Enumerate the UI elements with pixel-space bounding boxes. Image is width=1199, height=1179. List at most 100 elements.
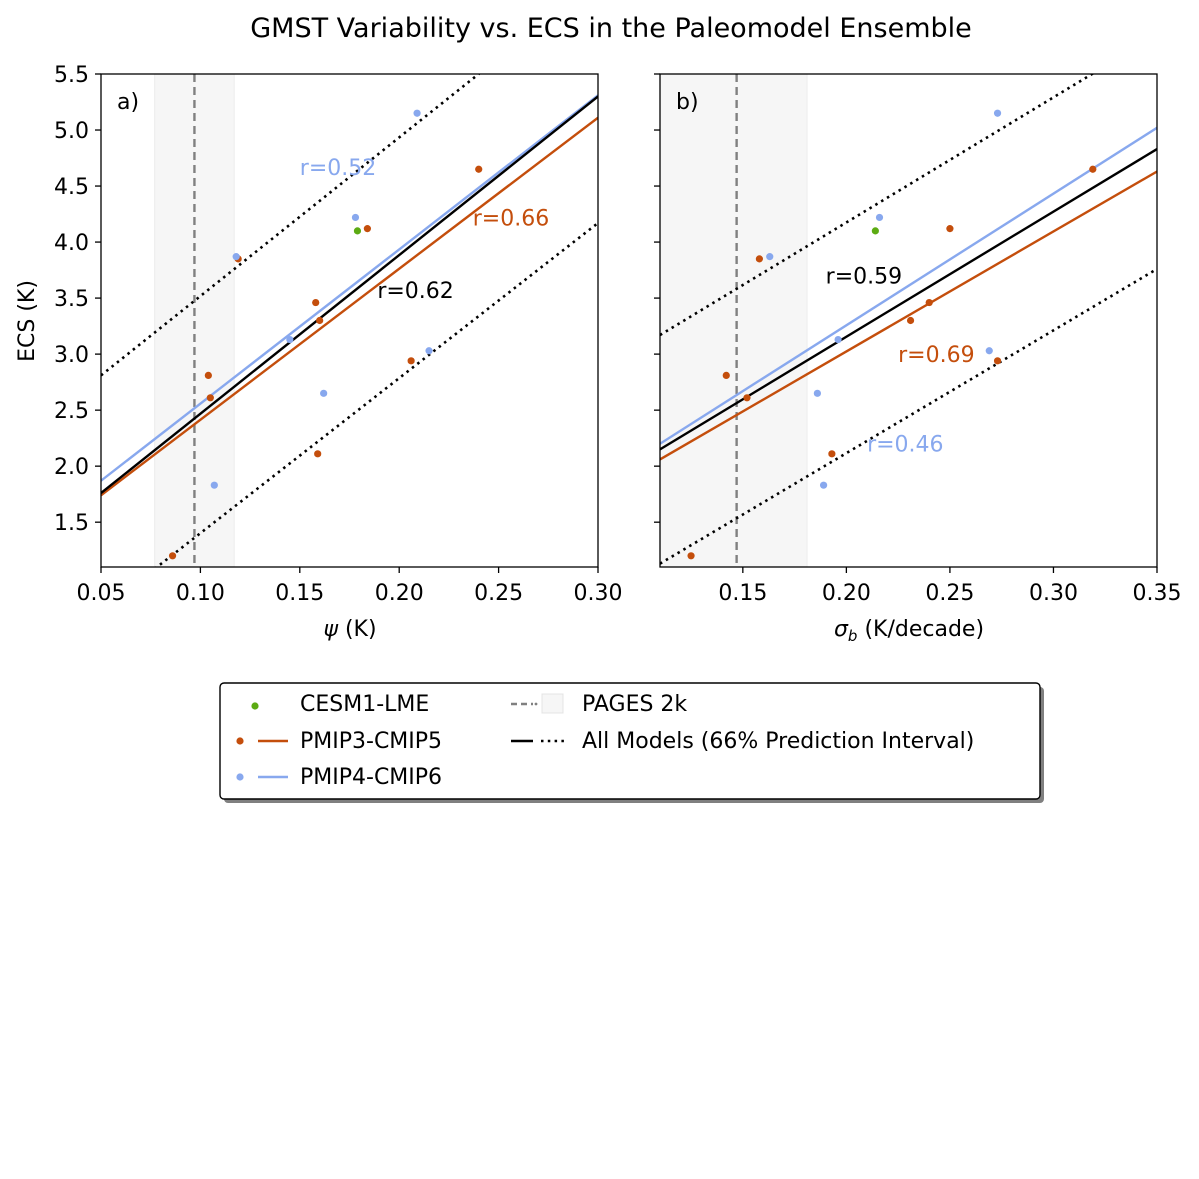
r-annotation-0-a: r=0.52 <box>300 156 376 181</box>
point-pmip4-4-b <box>875 213 884 222</box>
point-pmip3-9-a <box>475 165 483 173</box>
point-pmip4-3-b <box>834 335 842 344</box>
point-pmip3-2-a <box>206 394 214 402</box>
plot-lines-a <box>101 74 598 567</box>
point-pmip3-4-b <box>828 450 836 458</box>
pages-2k-band-rect-b <box>659 73 808 568</box>
fit-line-2-b <box>660 148 1157 451</box>
point-cesm-0-b <box>871 227 879 235</box>
point-pmip3-8-a <box>407 357 415 365</box>
point-pmip3-0-b <box>687 552 695 560</box>
point-pmip3-7-a <box>363 225 371 233</box>
x-axis-label-a: ψ (K) <box>323 617 376 642</box>
x-axis-unit-a: (K) <box>338 617 377 642</box>
axes-frame-a <box>100 73 599 568</box>
point-pmip3-3-b <box>755 255 764 263</box>
point-pmip3-4-a <box>312 298 320 307</box>
x-tick-label-1-b: 0.20 <box>822 581 871 606</box>
x-tick-label-4-a: 0.25 <box>474 581 523 606</box>
point-pmip3-5-a <box>316 316 324 325</box>
point-pmip3-8-b <box>993 357 1002 365</box>
r-annotation-0-b: r=0.59 <box>826 265 902 290</box>
legend-band-pages <box>541 693 564 714</box>
y-tick-label-5-a: 4.0 <box>54 231 89 256</box>
legend-marker-cesm <box>251 702 259 710</box>
point-pmip4-2-b <box>819 481 828 489</box>
x-tick-label-3-b: 0.30 <box>1029 581 1078 606</box>
x-tick-label-5-a: 0.30 <box>574 581 623 606</box>
y-tick-label-7-a: 5.0 <box>54 119 89 144</box>
x-axis-label-b: σb (K/decade) <box>834 617 984 645</box>
legend-label-all: All Models (66% Prediction Interval) <box>582 729 974 754</box>
point-pmip3-7-b <box>946 225 954 233</box>
plot-lines-b <box>660 74 1157 567</box>
pages-2k-band-b <box>659 73 808 568</box>
point-pmip3-5-b <box>906 316 915 325</box>
legend: CESM1-LME PMIP3-CMIP5 PMIP4-CMIP6 PAGES … <box>219 682 1044 803</box>
x-tick-label-0-b: 0.15 <box>718 581 767 606</box>
prediction-interval-3-b <box>660 74 1095 337</box>
point-pmip3-0-a <box>168 552 177 560</box>
x-axis-unit-b: (K/decade) <box>857 617 984 642</box>
point-pmip3-6-b <box>925 298 933 307</box>
y-tick-label-4-a: 3.5 <box>54 287 89 312</box>
point-pmip3-1-b <box>722 371 730 380</box>
annotations-b: r=0.59 r=0.69 r=0.46 <box>826 265 975 458</box>
chart-title: GMST Variability vs. ECS in the Paleomod… <box>250 13 972 44</box>
legend-label-pmip3: PMIP3-CMIP5 <box>300 729 442 754</box>
point-pmip3-2-b <box>743 394 751 402</box>
y-tick-label-6-a: 4.5 <box>54 175 89 200</box>
x-axis-sub-b: b <box>848 627 858 645</box>
legend-marker-pmip4 <box>236 773 244 781</box>
y-tick-label-0-a: 1.5 <box>54 511 89 536</box>
y-tick-label-2-a: 2.5 <box>54 399 89 424</box>
x-tick-label-2-a: 0.15 <box>275 581 324 606</box>
legend-label-pmip4: PMIP4-CMIP6 <box>300 765 442 790</box>
legend-marker-pmip3 <box>236 737 244 745</box>
ticks-a: 0.05 0.10 0.15 0.20 0.25 0.30 1.5 2.0 2.5 3.0 3.5 4… <box>54 63 622 606</box>
ticks-b: 0.15 0.20 0.25 0.30 0.35 <box>654 73 1182 606</box>
y-tick-label-1-a: 2.0 <box>54 455 89 480</box>
point-pmip4-6-b <box>993 109 1002 117</box>
point-pmip4-2-a <box>286 335 294 344</box>
point-pmip3-6-a <box>314 450 322 458</box>
legend-label-pages: PAGES 2k <box>582 692 687 717</box>
points-a <box>168 109 483 560</box>
point-pmip3-9-b <box>1089 165 1097 173</box>
prediction-interval-4-b <box>660 267 1157 565</box>
fit-line-1-a <box>101 116 598 497</box>
x-axis-var-a: ψ <box>323 617 338 642</box>
fit-line-0-a <box>101 94 598 482</box>
panel-a: r=0.52 r=0.66 r=0.62 0.05 0.10 0.15 0.20 0.25 0… <box>15 63 622 642</box>
point-pmip4-0-b <box>766 253 774 261</box>
fit-line-1-b <box>660 170 1157 461</box>
panel-b: r=0.59r=0.69r=0.46 0.15 0.20 0.25 0.30 0.35 … <box>654 73 1182 645</box>
r-annotation-1-a: r=0.66 <box>473 206 549 231</box>
prediction-interval-4-a <box>154 221 598 567</box>
point-pmip4-5-b <box>985 347 993 355</box>
point-pmip4-0-a <box>210 481 218 489</box>
legend-box <box>219 682 1041 800</box>
axes-frame-b <box>659 73 1158 568</box>
legend-label-cesm: CESM1-LME <box>300 692 429 717</box>
x-tick-label-2-b: 0.25 <box>925 581 974 606</box>
point-pmip4-1-a <box>232 253 240 261</box>
r-annotation-2-a: r=0.62 <box>377 279 453 304</box>
x-tick-label-1-a: 0.10 <box>176 581 225 606</box>
x-axis-var-b: σ <box>834 617 849 642</box>
x-tick-label-3-a: 0.20 <box>375 581 424 606</box>
annotations-a: r=0.52 r=0.66 r=0.62 <box>300 156 549 304</box>
fit-line-0-b <box>660 126 1157 445</box>
x-tick-label-0-a: 0.05 <box>77 581 126 606</box>
r-annotation-2-b: r=0.46 <box>867 433 943 458</box>
y-axis-label: ECS (K) <box>15 280 40 362</box>
panel-label-a: a) <box>117 90 139 115</box>
x-tick-label-4-b: 0.35 <box>1133 581 1182 606</box>
panel-label-b: b) <box>676 90 699 115</box>
point-pmip4-4-a <box>351 213 360 222</box>
fit-line-2-a <box>101 95 598 494</box>
point-pmip4-5-a <box>413 109 421 117</box>
point-cesm-0-a <box>353 227 362 235</box>
points-b <box>687 109 1097 560</box>
